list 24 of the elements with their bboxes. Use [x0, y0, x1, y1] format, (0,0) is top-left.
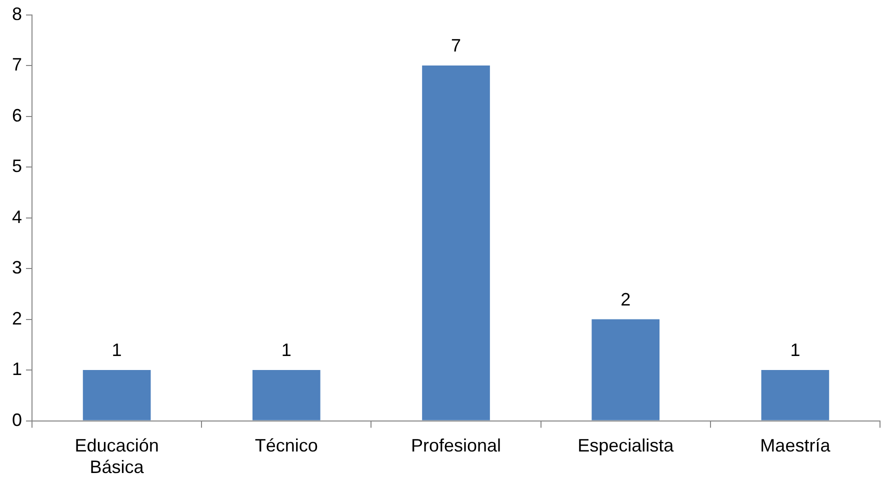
- x-tick-label: Profesional: [410, 436, 502, 456]
- y-tick-label: 6: [12, 105, 22, 126]
- data-label: 1: [790, 340, 800, 360]
- y-tick-label: 4: [12, 206, 22, 227]
- data-label: 7: [451, 36, 462, 56]
- data-label: 1: [112, 340, 122, 360]
- y-tick-label: 5: [12, 156, 22, 176]
- y-tick-label: 7: [12, 54, 22, 75]
- y-tick-label: 2: [12, 308, 22, 328]
- x-tick-label: Especialista: [578, 436, 675, 456]
- y-tick-label: 0: [12, 410, 22, 430]
- bar: [592, 319, 660, 420]
- bar: [761, 370, 830, 420]
- bar: [82, 370, 151, 420]
- y-tick-label: 1: [12, 359, 22, 380]
- data-label: 2: [620, 289, 631, 310]
- y-tick-label: 3: [12, 258, 22, 278]
- bar: [422, 66, 490, 420]
- x-tick-label: Maestría: [760, 436, 832, 456]
- y-tick-label: 8: [12, 4, 22, 24]
- x-tick-label: Educación Básica: [74, 436, 159, 478]
- x-tick-label: Técnico: [254, 436, 318, 456]
- data-label: 1: [281, 340, 292, 360]
- bar: [252, 370, 320, 420]
